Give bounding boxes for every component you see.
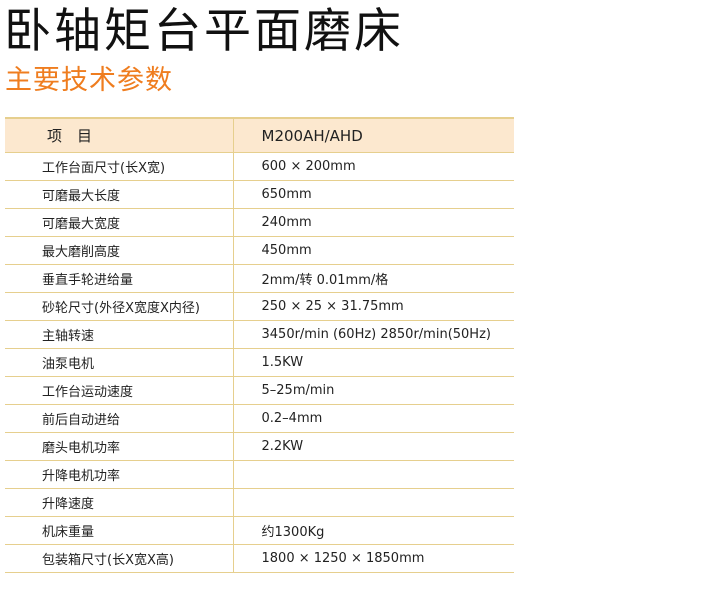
table-row: 工作台面尺寸(长X宽) 600 × 200mm [5, 152, 514, 181]
spec-value: 约1300Kg [233, 516, 514, 545]
spec-value: 2mm/转 0.01mm/格 [233, 264, 514, 293]
spec-value: 240mm [233, 208, 514, 237]
table-row: 油泵电机 1.5KW [5, 348, 514, 377]
table-row: 机床重量 约1300Kg [5, 516, 514, 545]
spec-label: 升降电机功率 [5, 460, 234, 489]
table-row: 砂轮尺寸(外径X宽度X内径) 250 × 25 × 31.75mm [5, 292, 514, 321]
spec-label: 前后自动进给 [5, 404, 234, 433]
spec-label: 主轴转速 [5, 320, 234, 349]
spec-value: 1800 × 1250 × 1850mm [233, 544, 514, 573]
spec-value [233, 460, 514, 489]
spec-value: 3450r/min (60Hz) 2850r/min(50Hz) [233, 320, 514, 349]
spec-label: 包装箱尺寸(长X宽X高) [5, 544, 234, 573]
spec-value: 5–25m/min [233, 376, 514, 405]
table-row: 前后自动进给 0.2–4mm [5, 404, 514, 433]
spec-label: 工作台运动速度 [5, 376, 234, 405]
table-row: 升降速度 [5, 488, 514, 517]
spec-value: 2.2KW [233, 432, 514, 461]
spec-label: 可磨最大宽度 [5, 208, 234, 237]
spec-value: 650mm [233, 180, 514, 209]
spec-label: 工作台面尺寸(长X宽) [5, 152, 234, 181]
spec-label: 垂直手轮进给量 [5, 264, 234, 293]
spec-label: 砂轮尺寸(外径X宽度X内径) [5, 292, 234, 321]
spec-label: 磨头电机功率 [5, 432, 234, 461]
spec-label: 油泵电机 [5, 348, 234, 377]
spec-value [233, 488, 514, 517]
spec-table: 项 目 M200AH/AHD 工作台面尺寸(长X宽) 600 × 200mm 可磨最… [5, 117, 514, 573]
spec-label: 机床重量 [5, 516, 234, 545]
spec-label: 最大磨削高度 [5, 236, 234, 265]
table-row: 可磨最大宽度 240mm [5, 208, 514, 237]
spec-label: 可磨最大长度 [5, 180, 234, 209]
table-row: 包装箱尺寸(长X宽X高) 1800 × 1250 × 1850mm [5, 544, 514, 573]
table-row: 工作台运动速度 5–25m/min [5, 376, 514, 405]
spec-value: 1.5KW [233, 348, 514, 377]
table-row: 升降电机功率 [5, 460, 514, 489]
table-header-row: 项 目 M200AH/AHD [5, 117, 514, 153]
table-row: 最大磨削高度 450mm [5, 236, 514, 265]
spec-value: 0.2–4mm [233, 404, 514, 433]
table-row: 磨头电机功率 2.2KW [5, 432, 514, 461]
header-item: 项 目 [5, 117, 234, 153]
spec-label: 升降速度 [5, 488, 234, 517]
section-subtitle: 主要技术参数 [5, 65, 173, 96]
spec-value: 450mm [233, 236, 514, 265]
table-row: 可磨最大长度 650mm [5, 180, 514, 209]
table-row: 垂直手轮进给量 2mm/转 0.01mm/格 [5, 264, 514, 293]
page-title: 卧轴矩台平面磨床 [4, 4, 404, 59]
table-row: 主轴转速 3450r/min (60Hz) 2850r/min(50Hz) [5, 320, 514, 349]
spec-value: 250 × 25 × 31.75mm [233, 292, 514, 321]
header-model: M200AH/AHD [233, 117, 514, 153]
spec-value: 600 × 200mm [233, 152, 514, 181]
